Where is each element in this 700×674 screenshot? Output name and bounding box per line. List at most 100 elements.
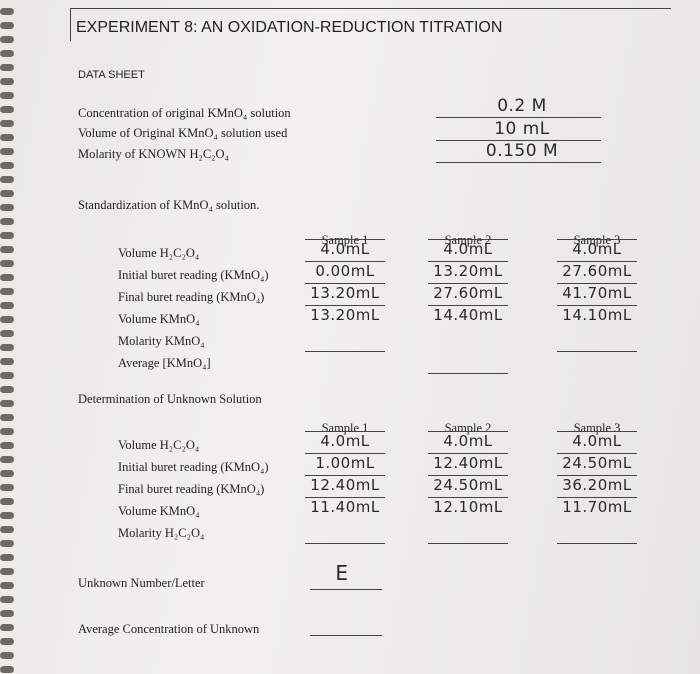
answer-line: [428, 543, 508, 544]
spiral-ring: [0, 610, 14, 617]
spiral-ring: [0, 400, 14, 407]
spiral-ring: [0, 302, 14, 309]
answer-line: [428, 239, 508, 240]
answer-line: [557, 475, 637, 476]
handwritten-value: 27.60mL: [433, 284, 503, 302]
answer-line: [436, 140, 601, 141]
answer-line: [557, 305, 637, 306]
handwritten-value: 4.0mL: [320, 240, 370, 258]
spiral-ring: [0, 624, 14, 631]
handwritten-value: 12.40mL: [433, 454, 503, 472]
field-label: Concentration of original KMnO₄ solution: [78, 106, 291, 120]
handwritten-value: 4.0mL: [320, 432, 370, 450]
row-label: Molarity H₂C₂O₄: [118, 526, 205, 540]
answer-line: [428, 305, 508, 306]
spiral-ring: [0, 148, 14, 155]
handwritten-value: 0.2 M: [497, 96, 547, 116]
handwritten-value: 24.50mL: [562, 454, 632, 472]
spiral-ring: [0, 106, 14, 113]
handwritten-value: 4.0mL: [443, 432, 493, 450]
row-label: Volume H₂C₂O₄: [118, 438, 200, 452]
field-label: Unknown Number/Letter: [78, 576, 205, 590]
spiral-ring: [0, 652, 14, 659]
answer-line: [428, 453, 508, 454]
handwritten-value: 14.40mL: [433, 306, 503, 324]
spiral-ring: [0, 666, 14, 673]
answer-line: [428, 261, 508, 262]
field-label: Average Concentration of Unknown: [78, 622, 260, 636]
spiral-ring: [0, 8, 14, 15]
spiral-ring: [0, 134, 14, 141]
spiral-ring: [0, 568, 14, 575]
spiral-ring: [0, 204, 14, 211]
answer-line: [305, 543, 385, 544]
spiral-ring: [0, 456, 14, 463]
answer-line: [305, 453, 385, 454]
spiral-ring: [0, 330, 14, 337]
spiral-ring: [0, 260, 14, 267]
spiral-ring: [0, 540, 14, 547]
spiral-ring: [0, 470, 14, 477]
spiral-ring: [0, 442, 14, 449]
answer-line: [557, 497, 637, 498]
handwritten-value: 27.60mL: [562, 262, 632, 280]
spiral-ring: [0, 120, 14, 127]
answer-line: [305, 497, 385, 498]
handwritten-value: 1.00mL: [315, 454, 375, 472]
spiral-ring: [0, 512, 14, 519]
answer-line: [305, 351, 385, 352]
handwritten-value: 11.70mL: [562, 498, 632, 516]
answer-line: [436, 117, 601, 118]
spiral-ring: [0, 344, 14, 351]
spiral-ring: [0, 428, 14, 435]
column-header: Sample 3: [573, 233, 621, 247]
answer-line: [305, 475, 385, 476]
title: EXPERIMENT 8: AN OXIDATION-REDUCTION TIT…: [76, 19, 503, 36]
handwritten-value: 4.0mL: [572, 432, 622, 450]
field-label: Molarity of KNOWN H₂C₂O₄: [78, 147, 229, 161]
row-label: Initial buret reading (KMnO₄): [118, 460, 269, 474]
spiral-ring: [0, 484, 14, 491]
field-label: Volume of Original KMnO₄ solution used: [78, 126, 288, 140]
section-heading: Determination of Unknown Solution: [78, 392, 262, 406]
spiral-ring: [0, 218, 14, 225]
spiral-ring: [0, 582, 14, 589]
handwritten-value: 0.150 M: [485, 141, 559, 161]
handwritten-value: 14.10mL: [562, 306, 632, 324]
handwritten-value: 4.0mL: [443, 240, 493, 258]
answer-line: [557, 453, 637, 454]
handwritten-value: 24.50mL: [433, 476, 503, 494]
spiral-ring: [0, 176, 14, 183]
spiral-ring: [0, 64, 14, 71]
spiral-ring: [0, 232, 14, 239]
title-frame: [70, 8, 671, 41]
spiral-ring: [0, 288, 14, 295]
row-label: Average [KMnO₄]: [118, 356, 211, 370]
spiral-ring: [0, 358, 14, 365]
spiral-ring: [0, 316, 14, 323]
answer-line: [305, 261, 385, 262]
answer-line: [557, 261, 637, 262]
answer-line: [557, 431, 637, 432]
row-label: Volume KMnO₄: [118, 312, 200, 326]
spiral-ring: [0, 414, 14, 421]
spiral-ring: [0, 274, 14, 281]
spiral-ring: [0, 190, 14, 197]
spiral-ring: [0, 386, 14, 393]
answer-line: [428, 475, 508, 476]
row-label: Final buret reading (KMnO₄): [118, 482, 265, 496]
spiral-ring: [0, 596, 14, 603]
answer-line: [305, 239, 385, 240]
handwritten-value: 41.70mL: [562, 284, 632, 302]
handwritten-value: 36.20mL: [562, 476, 632, 494]
spiral-ring: [0, 78, 14, 85]
spiral-ring: [0, 498, 14, 505]
spiral-ring: [0, 36, 14, 43]
row-label: Final buret reading (KMnO₄): [118, 290, 265, 304]
answer-line: [557, 543, 637, 544]
spiral-ring: [0, 372, 14, 379]
answer-line: [305, 431, 385, 432]
handwritten-value: 10 mL: [494, 119, 550, 139]
spiral-ring: [0, 554, 14, 561]
